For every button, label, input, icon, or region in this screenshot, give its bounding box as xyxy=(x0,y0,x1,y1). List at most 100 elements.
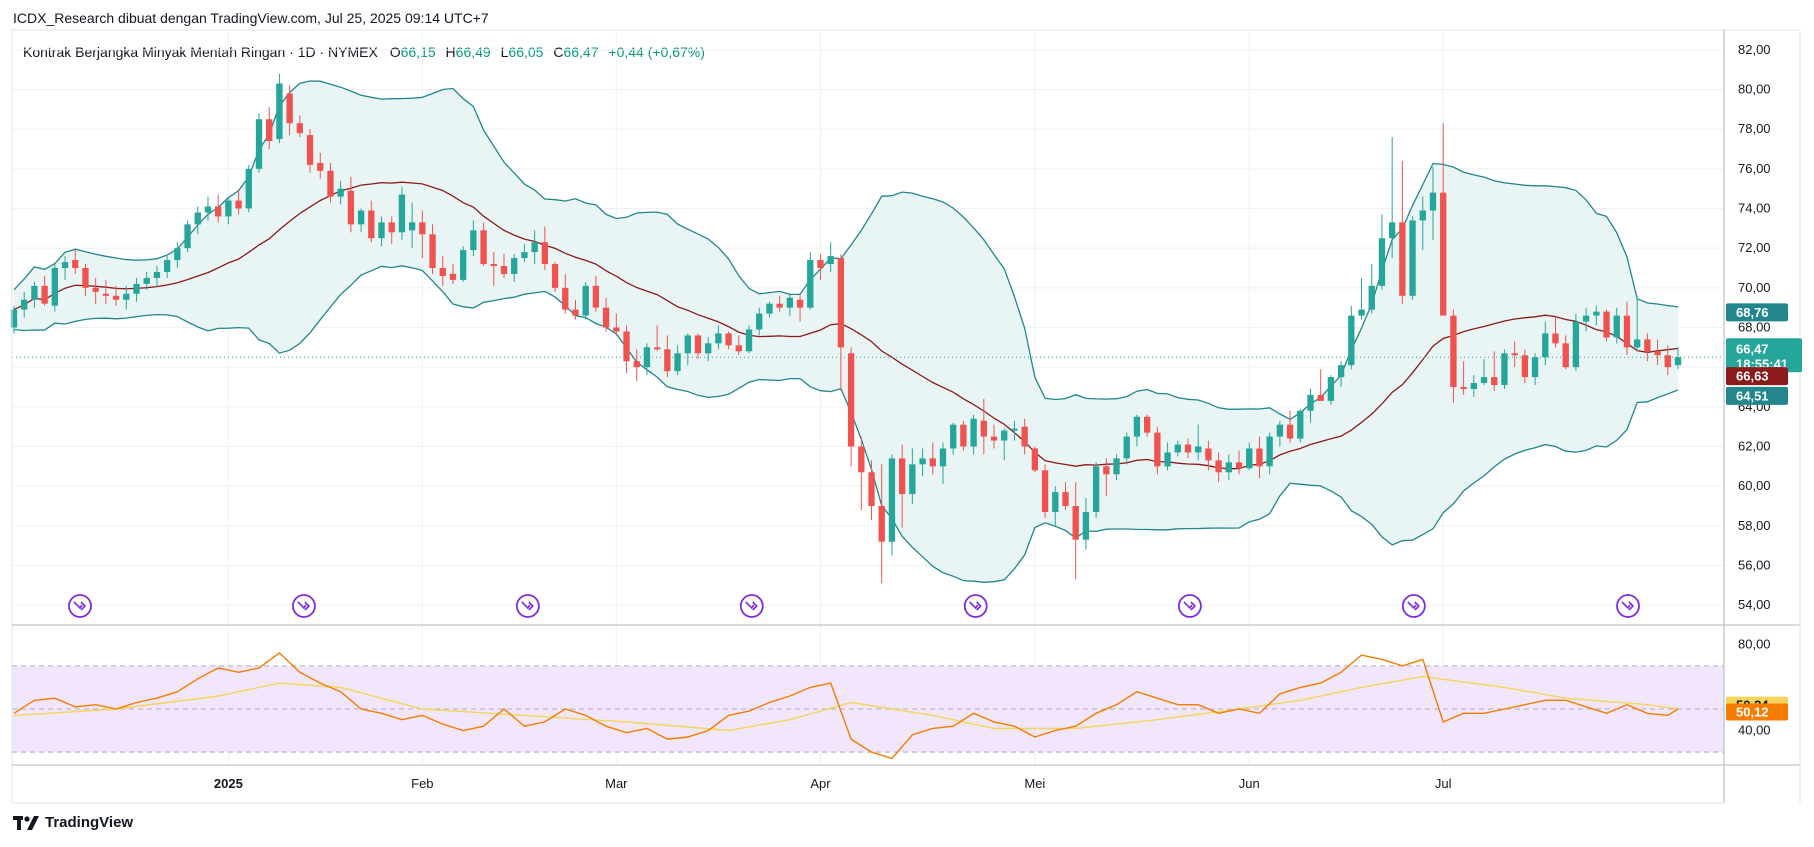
candle-body xyxy=(868,472,875,506)
candle-body xyxy=(1276,424,1284,437)
candle-body xyxy=(1521,355,1529,378)
candle xyxy=(511,254,518,282)
candle-body xyxy=(296,123,304,134)
candle-body xyxy=(276,83,283,140)
candle xyxy=(1113,454,1120,481)
candle-body xyxy=(460,250,467,280)
candle xyxy=(1623,301,1631,356)
candle xyxy=(1644,333,1651,362)
candle-body xyxy=(72,260,79,268)
candle-body xyxy=(1215,460,1222,473)
candle xyxy=(1205,440,1212,471)
candle-body xyxy=(745,329,753,352)
candle-body xyxy=(847,353,855,447)
candle-body xyxy=(1348,315,1355,366)
candle-body xyxy=(1378,238,1386,286)
candle-body xyxy=(919,458,926,465)
candle-body xyxy=(1031,448,1039,471)
candle-body xyxy=(1450,315,1457,387)
candle xyxy=(1052,486,1059,526)
candle-body xyxy=(245,168,252,209)
basis-line xyxy=(13,181,1679,470)
event-marker-icon xyxy=(292,594,316,618)
candle xyxy=(1378,214,1386,290)
candle-body xyxy=(817,260,824,268)
candle-body xyxy=(1082,511,1090,540)
candle-body xyxy=(796,299,804,308)
candle-body xyxy=(1052,492,1059,512)
candle xyxy=(1572,313,1580,372)
candle xyxy=(1286,410,1294,443)
candle-body xyxy=(766,303,773,314)
candle xyxy=(1552,315,1559,348)
candle xyxy=(266,107,273,149)
candle xyxy=(31,281,38,308)
candle xyxy=(123,285,130,310)
candle-body xyxy=(684,335,691,354)
y-tick-label: 72,00 xyxy=(1738,240,1771,255)
candle xyxy=(357,208,365,233)
candle xyxy=(602,297,610,332)
x-tick-label: 2025 xyxy=(214,776,243,791)
svg-text:64,51: 64,51 xyxy=(1736,388,1769,403)
close-label: C xyxy=(553,44,564,60)
candle-body xyxy=(1531,357,1539,378)
event-markers xyxy=(68,594,1640,618)
candle xyxy=(1368,264,1375,314)
candle xyxy=(1133,414,1141,447)
candle xyxy=(1062,482,1069,510)
candle xyxy=(1603,309,1610,342)
rsi-line xyxy=(13,651,1679,760)
candle xyxy=(1072,482,1079,580)
candle xyxy=(225,196,232,225)
candle xyxy=(847,347,855,467)
candle-body xyxy=(1307,394,1314,411)
candle-body xyxy=(653,347,661,350)
candle-body xyxy=(1123,436,1130,459)
candle xyxy=(235,190,242,215)
candle xyxy=(653,325,661,352)
candle-body xyxy=(1092,466,1100,512)
candle-body xyxy=(572,309,579,316)
candle-body xyxy=(255,119,263,169)
y-tick-label: 76,00 xyxy=(1738,161,1771,176)
candles xyxy=(10,73,1682,584)
candle xyxy=(255,113,263,173)
candle-body xyxy=(827,256,834,265)
low-label: L xyxy=(500,44,509,60)
candle xyxy=(898,444,906,528)
candle xyxy=(1092,462,1100,518)
symbol-title[interactable]: Kontrak Berjangka Minyak Mentah Ringan ·… xyxy=(23,44,378,60)
candle-body xyxy=(1001,430,1008,441)
candle-body xyxy=(143,277,150,284)
candle-body xyxy=(888,458,896,542)
candle-body xyxy=(562,287,569,310)
candle-body xyxy=(1480,377,1488,384)
candle xyxy=(306,129,314,173)
tradingview-brand[interactable]: TradingView xyxy=(13,814,133,831)
candle-body xyxy=(786,297,794,308)
candle xyxy=(827,242,834,272)
candle-body xyxy=(725,333,732,346)
candle-body xyxy=(837,258,845,348)
candle xyxy=(960,420,967,451)
candle-body xyxy=(1542,333,1549,358)
event-marker-icon xyxy=(963,594,988,618)
svg-text:66,63: 66,63 xyxy=(1736,369,1769,384)
rsi-ma-line xyxy=(13,675,1679,732)
candle xyxy=(1256,436,1263,479)
candle xyxy=(1225,454,1232,481)
candle xyxy=(623,325,630,374)
candle-body xyxy=(674,353,681,372)
y-tick-label: 68,00 xyxy=(1738,320,1771,335)
y-tick-label: 62,00 xyxy=(1738,439,1771,454)
candle xyxy=(1388,137,1396,259)
candle-body xyxy=(378,222,385,239)
candle xyxy=(470,220,477,257)
candle-body xyxy=(1286,424,1294,439)
upper-band-badge: 68,76 xyxy=(1726,303,1788,322)
candle-body xyxy=(82,268,89,288)
y-tick-label: 74,00 xyxy=(1738,201,1771,216)
